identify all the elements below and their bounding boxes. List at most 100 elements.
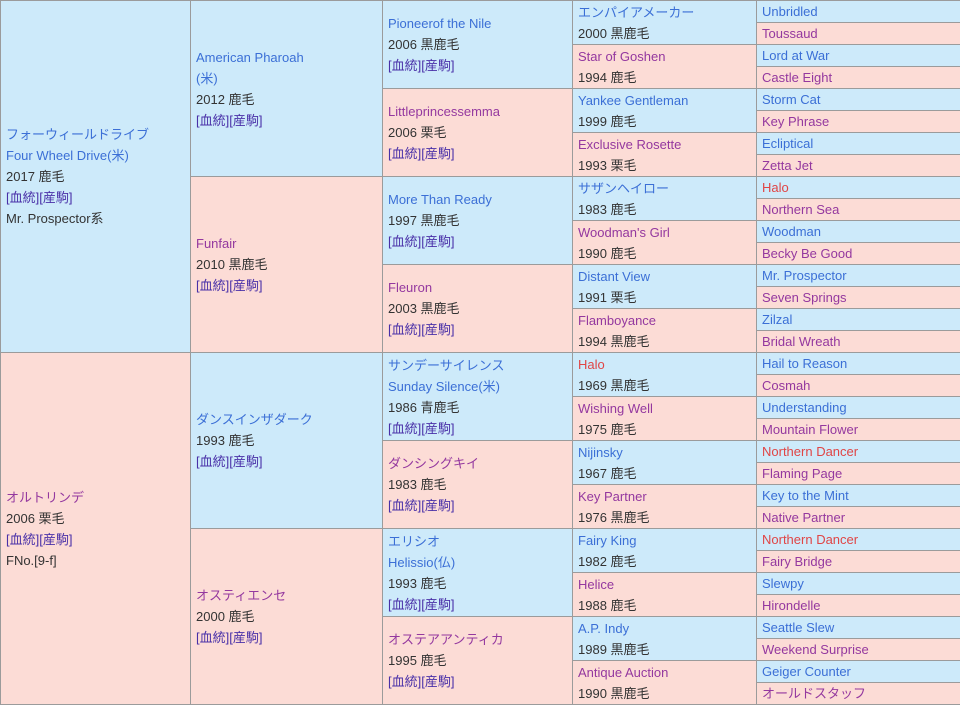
horse-name-link[interactable]: Native Partner [762,507,958,528]
blood-link[interactable]: [血統] [388,421,421,436]
horse-name-link[interactable]: Funfair [196,233,380,254]
offspring-link[interactable]: [産駒] [421,674,454,689]
horse-name-link[interactable]: サザンヘイロー [578,178,754,199]
horse-name-link[interactable]: Hirondelle [762,595,958,616]
horse-name-link[interactable]: Flaming Page [762,463,958,484]
offspring-link[interactable]: [産駒] [421,146,454,161]
horse-name-link[interactable]: Fairy King [578,530,754,551]
offspring-link[interactable]: [産駒] [421,322,454,337]
horse-name-link[interactable]: Exclusive Rosette [578,134,754,155]
horse-name-link[interactable]: Fleuron [388,277,570,298]
horse-name-link[interactable]: Ecliptical [762,133,958,154]
horse-name-link[interactable]: エンパイアメーカー [578,2,754,23]
offspring-link[interactable]: [産駒] [421,421,454,436]
horse-name-link[interactable]: Hail to Reason [762,353,958,374]
horse-name-link[interactable]: Toussaud [762,23,958,44]
horse-name-link[interactable]: Mr. Prospector [762,265,958,286]
blood-link[interactable]: [血統] [388,234,421,249]
blood-link[interactable]: [血統] [196,454,229,469]
detail-links: [血統][産駒] [388,594,570,615]
horse-name-link[interactable]: Cosmah [762,375,958,396]
blood-link[interactable]: [血統] [388,322,421,337]
horse-name-link[interactable]: Zilzal [762,309,958,330]
horse-name-link[interactable]: Northern Dancer [762,441,958,462]
horse-name-link[interactable]: Woodman [762,221,958,242]
horse-name-link[interactable]: Seven Springs [762,287,958,308]
offspring-link[interactable]: [産駒] [229,113,262,128]
year-coat-text: 2003 黒鹿毛 [388,298,570,319]
horse-name-link[interactable]: Slewpy [762,573,958,594]
pedigree-cell: Key Phrase [757,111,960,133]
offspring-link[interactable]: [産駒] [39,190,72,205]
horse-name-link[interactable]: Yankee Gentleman [578,90,754,111]
horse-name-link[interactable]: ダンスインザダーク [196,409,380,430]
offspring-link[interactable]: [産駒] [229,630,262,645]
horse-name-link[interactable]: A.P. Indy [578,618,754,639]
horse-name-link[interactable]: ダンシングキイ [388,453,570,474]
blood-link[interactable]: [血統] [388,498,421,513]
horse-name-link[interactable]: More Than Ready [388,189,570,210]
horse-name-link[interactable]: オルトリンデ [6,487,188,508]
horse-name-link[interactable]: オールドスタッフ [762,683,958,704]
blood-link[interactable]: [血統] [388,674,421,689]
blood-link[interactable]: [血統] [6,532,39,547]
horse-name-link[interactable]: Weekend Surprise [762,639,958,660]
horse-name-link[interactable]: Helice [578,574,754,595]
horse-name-link[interactable]: Wishing Well [578,398,754,419]
horse-name-link[interactable]: Key Phrase [762,111,958,132]
horse-name-link[interactable]: Unbridled [762,1,958,22]
horse-name-link[interactable]: サンデーサイレンス [388,355,570,376]
horse-name-link[interactable]: Key Partner [578,486,754,507]
offspring-link[interactable]: [産駒] [421,234,454,249]
offspring-link[interactable]: [産駒] [421,498,454,513]
horse-name-link[interactable]: Halo [762,177,958,198]
horse-name-link[interactable]: フォーウィールドライブ [6,124,188,145]
horse-name-link[interactable]: Northern Dancer [762,529,958,550]
blood-link[interactable]: [血統] [196,278,229,293]
blood-link[interactable]: [血統] [388,597,421,612]
detail-links: [血統][産駒] [6,529,188,550]
offspring-link[interactable]: [産駒] [229,278,262,293]
horse-name-link[interactable]: オスティエンセ [196,585,380,606]
horse-name-link[interactable]: Pioneerof the Nile [388,13,570,34]
blood-link[interactable]: [血統] [6,190,39,205]
horse-name-link[interactable]: Antique Auction [578,662,754,683]
family-number-text: FNo.[9-f] [6,550,188,571]
horse-name-link[interactable]: Northern Sea [762,199,958,220]
horse-name-link[interactable]: Becky Be Good [762,243,958,264]
horse-name-link[interactable]: Understanding [762,397,958,418]
horse-name-link[interactable]: Lord at War [762,45,958,66]
blood-link[interactable]: [血統] [196,630,229,645]
blood-link[interactable]: [血統] [196,113,229,128]
horse-name-link[interactable]: Key to the Mint [762,485,958,506]
horse-name-link[interactable]: Star of Goshen [578,46,754,67]
horse-name-link[interactable]: Seattle Slew [762,617,958,638]
pedigree-cell: Bridal Wreath [757,331,960,353]
horse-origin-link[interactable]: (米) [196,68,380,89]
blood-link[interactable]: [血統] [388,146,421,161]
horse-name-link[interactable]: Fairy Bridge [762,551,958,572]
offspring-link[interactable]: [産駒] [39,532,72,547]
horse-name-link[interactable]: American Pharoah [196,47,380,68]
horse-name-link[interactable]: Zetta Jet [762,155,958,176]
horse-name-link[interactable]: Flamboyance [578,310,754,331]
horse-name-link[interactable]: オステアアンティカ [388,629,570,650]
blood-link[interactable]: [血統] [388,58,421,73]
horse-en-name-link[interactable]: Helissio(仏) [388,552,570,573]
horse-name-link[interactable]: Woodman's Girl [578,222,754,243]
offspring-link[interactable]: [産駒] [421,597,454,612]
horse-name-link[interactable]: Storm Cat [762,89,958,110]
horse-en-name-link[interactable]: Sunday Silence(米) [388,376,570,397]
horse-name-link[interactable]: Nijinsky [578,442,754,463]
horse-name-link[interactable]: Distant View [578,266,754,287]
offspring-link[interactable]: [産駒] [421,58,454,73]
horse-name-link[interactable]: Halo [578,354,754,375]
horse-name-link[interactable]: Mountain Flower [762,419,958,440]
horse-name-link[interactable]: Bridal Wreath [762,331,958,352]
offspring-link[interactable]: [産駒] [229,454,262,469]
horse-en-name-link[interactable]: Four Wheel Drive(米) [6,145,188,166]
horse-name-link[interactable]: エリシオ [388,531,570,552]
year-coat-text: 1990 黒鹿毛 [578,683,754,704]
horse-name-link[interactable]: Littleprincessemma [388,101,570,122]
horse-name-link[interactable]: Castle Eight [762,67,958,88]
